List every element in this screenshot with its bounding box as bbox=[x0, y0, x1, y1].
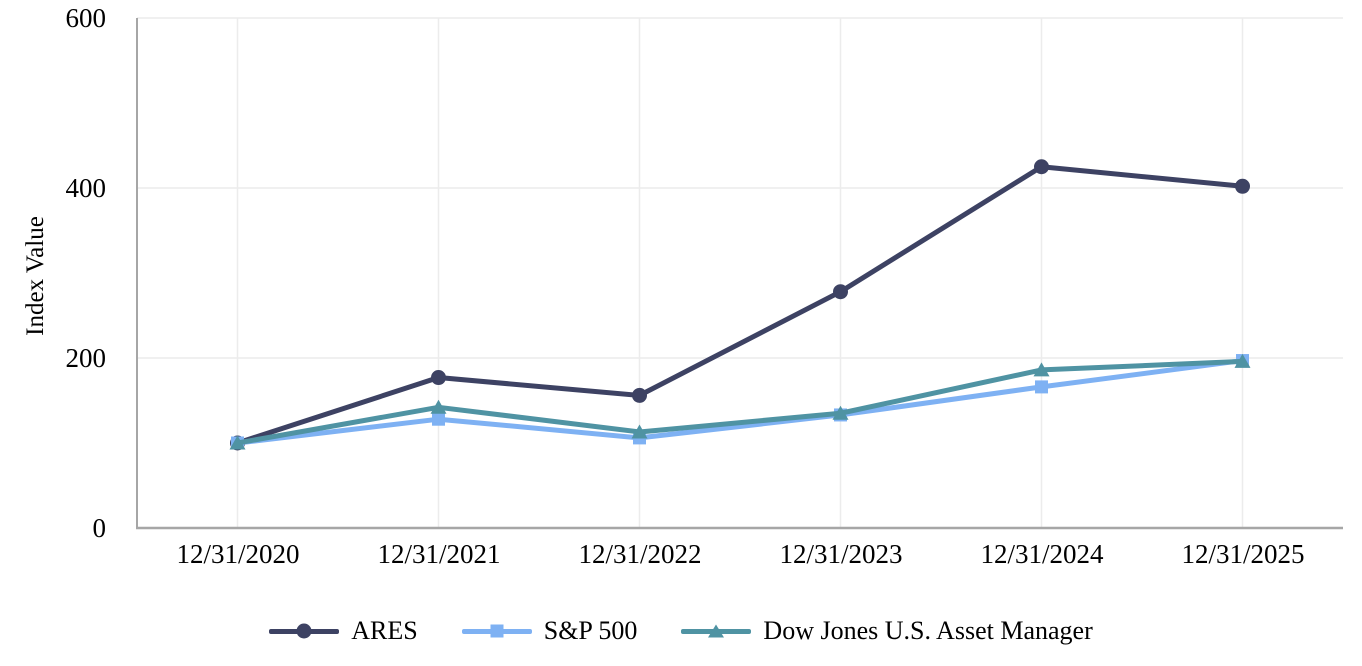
x-tick-label-2021: 12/31/2021 bbox=[377, 539, 501, 569]
s-p-500-point-4 bbox=[1035, 380, 1048, 394]
y-tick-label-600: 600 bbox=[65, 3, 107, 33]
ares-circle-marker-icon bbox=[296, 623, 312, 639]
y-tick-label-0: 0 bbox=[92, 513, 107, 543]
x-tick-label-2020: 12/31/2020 bbox=[176, 539, 300, 569]
series-dow-jones-u-s-asset-manager bbox=[229, 353, 1251, 450]
y-axis-title: Index Value bbox=[22, 216, 49, 336]
x-tick-label-2023: 12/31/2023 bbox=[779, 539, 903, 569]
series-ares bbox=[230, 159, 1250, 451]
legend-label-sp500: S&P 500 bbox=[543, 616, 638, 645]
ares-point-3 bbox=[833, 284, 848, 300]
s-p-500-point-1 bbox=[432, 412, 445, 426]
y-tick-label-400: 400 bbox=[65, 173, 107, 203]
dow-jones-u-s-asset-manager-point-4 bbox=[1033, 362, 1050, 377]
dow-jones-u-s-asset-manager-point-2 bbox=[631, 424, 648, 439]
dow-jones-line-swatch bbox=[681, 624, 752, 639]
axes bbox=[136, 18, 1343, 530]
dow-jones-u-s-asset-manager-point-3 bbox=[832, 405, 849, 420]
legend: ARES S&P 500 Dow Jones U.S. Asset Manage… bbox=[0, 617, 1362, 645]
sp500-line-swatch bbox=[461, 624, 532, 639]
dow-jones-u-s-asset-manager-line bbox=[235, 358, 1245, 446]
dow-jones-triangle-marker-icon bbox=[708, 624, 725, 638]
x-tick-label-2024: 12/31/2024 bbox=[980, 539, 1104, 569]
dow-jones-u-s-asset-manager-point-1 bbox=[430, 399, 447, 414]
legend-item-sp500: S&P 500 bbox=[461, 616, 638, 645]
dow-jones-u-s-asset-manager-point-5 bbox=[1234, 353, 1251, 368]
gridlines bbox=[137, 17, 1343, 528]
ares-point-4 bbox=[1034, 159, 1049, 175]
s-p-500-line bbox=[235, 358, 1245, 446]
legend-item-dow-jones: Dow Jones U.S. Asset Manager bbox=[681, 616, 1093, 645]
legend-label-dow-jones: Dow Jones U.S. Asset Manager bbox=[763, 616, 1093, 645]
ares-point-1 bbox=[431, 370, 446, 386]
sp500-square-marker-icon bbox=[490, 624, 504, 638]
ares-line-swatch bbox=[269, 623, 340, 639]
x-tick-label-2025: 12/31/2025 bbox=[1181, 539, 1305, 569]
ares-line bbox=[235, 164, 1245, 446]
ares-point-5 bbox=[1235, 178, 1250, 194]
legend-label-ares: ARES bbox=[351, 616, 418, 645]
dow-jones-u-s-asset-manager-point-0 bbox=[229, 435, 246, 450]
y-tick-label-200: 200 bbox=[65, 343, 107, 373]
ares-point-2 bbox=[632, 387, 647, 403]
legend-item-ares: ARES bbox=[269, 616, 418, 645]
x-tick-label-2022: 12/31/2022 bbox=[578, 539, 702, 569]
